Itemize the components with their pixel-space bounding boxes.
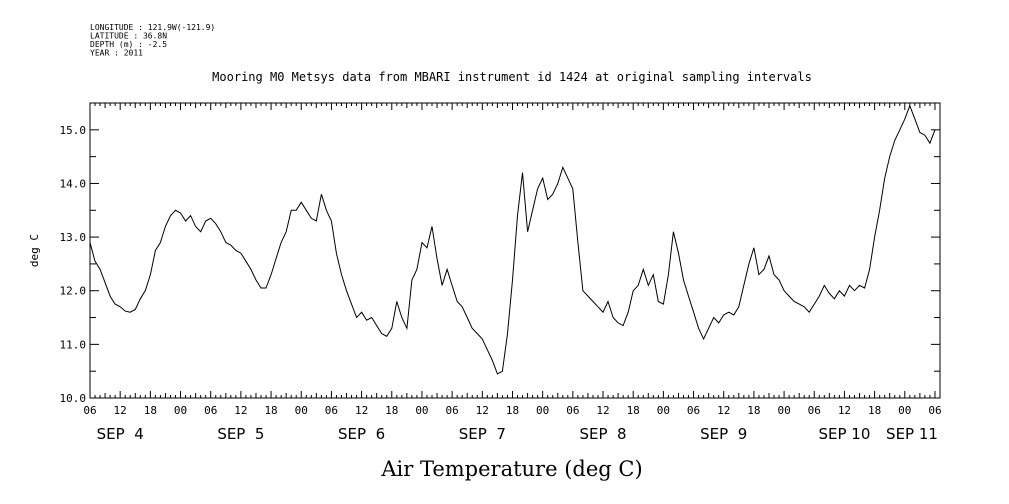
x-hour-label: 12 [476,404,489,417]
x-hour-label: 18 [264,404,277,417]
x-day-label: SEP 9 [700,425,747,443]
x-hour-label: 18 [627,404,640,417]
x-hour-label: 06 [446,404,459,417]
y-tick-label: 12.0 [60,285,87,298]
metadata-line: LATITUDE : 36.8N [90,32,167,41]
metadata-line: DEPTH (m) : -2.5 [90,40,167,49]
x-hour-label: 12 [717,404,730,417]
x-day-label: SEP 4 [97,425,144,443]
x-hour-label: 06 [83,404,96,417]
x-hour-label: 06 [808,404,821,417]
x-hour-label: 06 [325,404,338,417]
x-hour-label: 12 [114,404,127,417]
y-axis-label: deg C [28,234,41,267]
x-hour-label: 00 [657,404,670,417]
x-hour-label: 18 [144,404,157,417]
x-hour-label: 06 [687,404,700,417]
metadata-line: YEAR : 2011 [90,49,143,58]
x-day-labels: SEP 4 SEP 5 SEP 6 SEP 7 SEP 8 SEP 9 SEP 10 SEP … [97,425,938,443]
x-hour-label: 00 [777,404,790,417]
y-tick-label: 11.0 [60,338,87,351]
x-hour-label: 06 [928,404,941,417]
x-day-label: SEP 6 [338,425,385,443]
x-hour-label: 00 [536,404,549,417]
x-hour-label: 00 [415,404,428,417]
y-tick-labels: 10.0 11.0 12.0 13.0 14.0 15.0 [60,124,87,405]
x-hour-label: 12 [355,404,368,417]
x-hour-label: 12 [596,404,609,417]
x-hour-label: 18 [385,404,398,417]
x-day-label: SEP 10 [818,425,870,443]
axis-ticks [89,102,941,399]
y-tick-label: 15.0 [60,124,87,137]
x-hour-label: 12 [838,404,851,417]
plot-frame [89,102,941,399]
x-day-label: SEP 7 [459,425,506,443]
metadata-line: LONGITUDE : 121.9W(-121.9) [90,23,215,32]
x-day-label: SEP 11 [886,425,938,443]
x-day-label: SEP 5 [217,425,264,443]
x-hour-label: 00 [174,404,187,417]
x-hour-label: 18 [747,404,760,417]
chart-title: Mooring M0 Metsys data from MBARI instru… [212,70,812,84]
x-hour-label: 12 [234,404,247,417]
x-hour-labels: 06 12 18 00 06 12 18 00 06 12 18 00 06 12 18 00 06 12 18 00… [83,404,941,417]
header-metadata: LONGITUDE : 121.9W(-121.9)LATITUDE : 36.… [90,23,215,58]
y-tick-label: 13.0 [60,231,87,244]
x-hour-label: 18 [868,404,881,417]
air-temperature-line [89,104,936,375]
x-hour-label: 06 [204,404,217,417]
y-tick-label: 10.0 [60,392,87,405]
x-hour-label: 06 [566,404,579,417]
y-tick-label: 14.0 [60,177,87,190]
x-hour-label: 00 [898,404,911,417]
x-hour-label: 00 [295,404,308,417]
x-day-label: SEP 8 [579,425,626,443]
x-axis-label: Air Temperature (deg C) [380,457,642,481]
x-hour-label: 18 [506,404,519,417]
